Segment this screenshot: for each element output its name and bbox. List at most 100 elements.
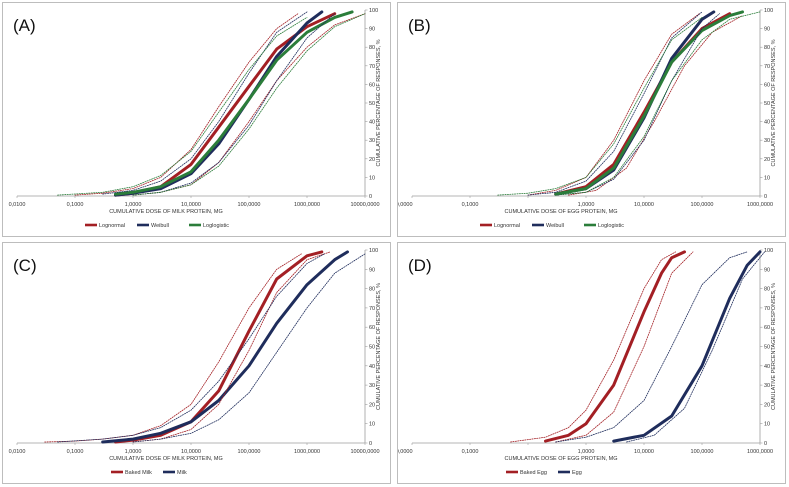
y-tick-label: 30 (369, 383, 375, 389)
y-tick-label: 70 (369, 306, 375, 312)
x-tick-label: 10,0000 (181, 202, 201, 208)
y-tick-label: 40 (764, 120, 770, 126)
panel-a: (A) 0 10 20 30 40 50 60 70 80 90 100 0,0100 0,1000 1,0… (2, 2, 391, 237)
y-tick-label: 90 (764, 267, 770, 273)
series-baked-egg-ci-upper (510, 251, 677, 443)
x-tick-label: 10,0000 (634, 202, 654, 208)
legend-label-loglogistic: Loglogistic (203, 223, 229, 229)
legend-label-milk: Milk (177, 470, 187, 476)
y-tick-label: 40 (369, 120, 375, 126)
series-milk (101, 250, 349, 444)
y-tick-label: 50 (764, 345, 770, 351)
y-tick-label: 60 (764, 82, 770, 88)
series-baked-milk (114, 250, 324, 444)
x-axis-title: CUMULATIVE DOSE OF EGG PROTEIN, MG (505, 456, 618, 462)
x-axis-title: CUMULATIVE DOSE OF MILK PROTEIN, MG (109, 209, 223, 215)
legend-label-baked-egg: Baked Egg (520, 470, 547, 476)
y-tick-label: 80 (369, 287, 375, 293)
series-egg (612, 250, 762, 443)
x-tick-label: 1,0000 (125, 449, 142, 455)
chart-svg: (A) 0 10 20 30 40 50 60 70 80 90 100 0,0100 0,1000 1,0… (9, 8, 382, 229)
y-axis-title: CUMULATIVE PERCENTAGE OF RESPONSES, % (376, 39, 382, 166)
series-weibull-ci-lower (132, 13, 336, 196)
x-tick-label: 10,0000 (634, 449, 654, 455)
series-loglogistic-ci-upper (497, 16, 703, 196)
series-baked-milk-ci-upper (44, 253, 302, 443)
y-tick-label: 20 (764, 157, 770, 163)
y-tick-label: 30 (764, 138, 770, 144)
y-tick-label: 80 (764, 45, 770, 51)
series-weibull-ci-upper (527, 11, 703, 196)
chart-svg: (C) 0 10 20 30 40 50 60 70 80 90 100 0,0100 0,1000 1,0… (9, 248, 382, 476)
series-loglogistic (554, 10, 744, 196)
y-tick-label: 70 (369, 64, 375, 70)
y-tick-label: 10 (369, 422, 375, 428)
x-tick-label: 1,0000 (578, 202, 595, 208)
x-tick-label: 1000,0000 (747, 449, 773, 455)
legend-label-lognormal: Lognormal (99, 223, 125, 229)
panel-label: (A) (13, 16, 36, 35)
y-tick-label: 0 (369, 441, 372, 447)
x-tick-label: 0,0100 (9, 449, 26, 455)
series-weibull (114, 10, 324, 197)
y-tick-label: 20 (369, 157, 375, 163)
series-weibull-ci-lower (555, 13, 720, 196)
y-tick-label: 100 (369, 8, 378, 14)
y-tick-label: 10 (764, 175, 770, 181)
x-tick-label: 100,0000 (238, 449, 261, 455)
panel-label: (C) (13, 256, 37, 275)
panel-c: (C) 0 10 20 30 40 50 60 70 80 90 100 0,0100 0,1000 1,0… (2, 242, 391, 484)
series-lognormal (114, 12, 337, 197)
y-tick-label: 50 (369, 101, 375, 107)
legend-label-baked-milk: Baked Milk (125, 470, 152, 476)
x-tick-label: 100,0000 (691, 202, 714, 208)
x-tick-label: 1000,0000 (294, 202, 320, 208)
y-axis-title: CUMULATIVE PERCENTAGE OF RESPONSES, % (771, 283, 777, 410)
legend-label-lognormal: Lognormal (494, 223, 520, 229)
y-tick-label: 60 (764, 325, 770, 331)
y-tick-label: 80 (764, 287, 770, 293)
series-loglogistic-ci-lower (555, 11, 761, 196)
x-tick-label: 100,0000 (691, 449, 714, 455)
legend-label-loglogistic: Loglogistic (598, 223, 624, 229)
series-baked-egg (544, 250, 686, 443)
x-tick-label: 0,1000 (67, 202, 84, 208)
series-baked-egg-ci-lower (555, 251, 694, 443)
series-milk-ci-upper (57, 253, 325, 443)
x-axis-title: CUMULATIVE DOSE OF MILK PROTEIN, MG (109, 456, 223, 462)
legend-label-egg: Egg (572, 470, 582, 476)
x-tick-label: 100,0000 (238, 202, 261, 208)
series-egg-ci-lower (626, 251, 766, 443)
y-tick-label: 100 (764, 8, 773, 14)
y-tick-label: 20 (764, 402, 770, 408)
series-loglogistic (114, 10, 354, 196)
x-tick-label: 10000,0000 (350, 202, 379, 208)
panel-label: (D) (408, 256, 432, 275)
y-tick-label: 60 (369, 82, 375, 88)
x-tick-label: 0,1000 (67, 449, 84, 455)
panel-d: (D) 0 10 20 30 40 50 60 70 80 90 100 0,1000 1,0000 10,… (397, 242, 786, 484)
series-lognormal (554, 12, 732, 196)
y-tick-label: 90 (369, 27, 375, 33)
x-tick-label: 10,0000 (181, 449, 201, 455)
x-tick-label: 1,0000 (578, 449, 595, 455)
y-tick-label: 20 (369, 402, 375, 408)
chart-svg: (D) 0 10 20 30 40 50 60 70 80 90 100 0,1000 1,0000 10,… (398, 248, 777, 476)
y-tick-label: 30 (369, 138, 375, 144)
series-loglogistic-ci-upper (57, 16, 308, 196)
y-tick-label: 60 (369, 325, 375, 331)
series-loglogistic-ci-lower (132, 13, 366, 196)
y-tick-label: 50 (764, 101, 770, 107)
y-tick-label: 10 (369, 175, 375, 181)
chart-svg: (B) 0 10 20 30 40 50 60 70 80 90 100 0,1000 1,0000 10,… (398, 8, 777, 229)
y-tick-label: 90 (369, 267, 375, 273)
x-tick-label: 0,1000 (462, 449, 479, 455)
x-tick-label: 1000,0000 (294, 449, 320, 455)
x-tick-label: 10000,0000 (350, 449, 379, 455)
panel-b: (B) 0 10 20 30 40 50 60 70 80 90 100 0,1000 1,0000 10,… (397, 2, 786, 237)
y-tick-label: 70 (764, 64, 770, 70)
y-tick-label: 0 (764, 194, 767, 200)
x-tick-label: 1,0000 (125, 202, 142, 208)
x-tick-label: 1000,0000 (747, 202, 773, 208)
